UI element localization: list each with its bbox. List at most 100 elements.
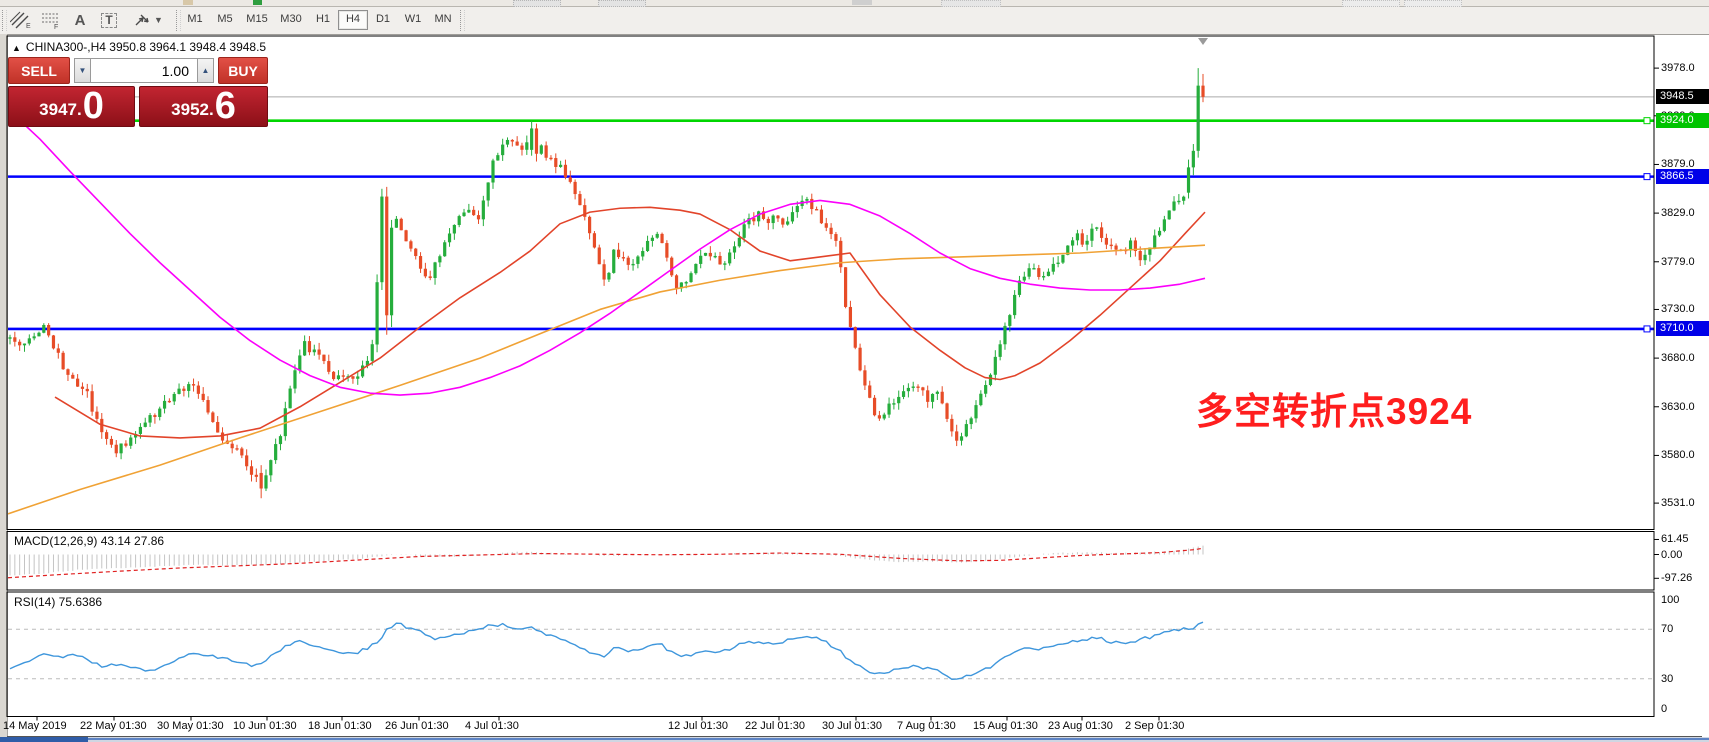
candle-body — [206, 400, 210, 413]
timeframe-button-m1[interactable]: M1 — [187, 13, 203, 25]
candle-body — [438, 256, 442, 263]
candle-body — [1167, 210, 1171, 220]
buy-button[interactable]: BUY — [218, 57, 268, 84]
text-label-icon[interactable]: A — [74, 11, 86, 29]
candle-body — [42, 324, 46, 333]
candle-body — [530, 128, 534, 150]
toolbar-fragment — [941, 0, 1001, 7]
candle-body — [660, 233, 664, 244]
candle-body — [476, 215, 481, 220]
candle-body — [631, 263, 635, 266]
candle-body — [399, 218, 403, 231]
candle-body — [993, 356, 997, 375]
volume-increase-button[interactable]: ▲ — [197, 58, 214, 83]
candle-body — [650, 237, 654, 241]
volume-input[interactable] — [91, 58, 197, 83]
timeframe-button-h1[interactable]: H1 — [315, 13, 331, 25]
candle-body — [766, 218, 770, 224]
candle-body — [742, 224, 746, 238]
candle-body — [592, 233, 597, 248]
candle-body — [1008, 315, 1012, 326]
candle-body — [916, 386, 920, 388]
timeframe-button-h4[interactable]: H4 — [338, 10, 368, 30]
timeframe-button-d1[interactable]: D1 — [375, 13, 391, 25]
candle-body — [1085, 240, 1089, 245]
candle-body — [805, 198, 809, 201]
timeframe-button-m30[interactable]: M30 — [280, 13, 302, 25]
equidistant-channel-icon[interactable]: E — [8, 9, 34, 31]
candle-body — [37, 332, 41, 337]
candle-body — [1182, 196, 1186, 201]
text-icon[interactable]: T — [97, 9, 121, 31]
candle-body — [863, 370, 867, 386]
candle-body — [1061, 254, 1065, 263]
window-bottom-strip — [0, 737, 1709, 742]
timeframe-button-m15[interactable]: M15 — [246, 13, 268, 25]
candle-body — [549, 157, 553, 160]
candle-body — [196, 385, 200, 394]
toolbar-grip[interactable] — [2, 10, 7, 31]
sell-price-small: 3947. — [39, 100, 82, 119]
price-tick-label: 3531.0 — [1661, 497, 1695, 510]
time-tick-label: 30 May 01:30 — [157, 720, 224, 732]
sell-button[interactable]: SELL — [8, 57, 70, 84]
sell-price-big-digit: 0 — [82, 85, 104, 127]
candle-body — [211, 412, 215, 422]
toolbar-separator — [176, 10, 181, 31]
price-badge: 3924.0 — [1656, 113, 1709, 129]
fibonacci-icon[interactable]: F — [38, 9, 64, 31]
svg-text:F: F — [54, 24, 58, 29]
candle-body — [790, 212, 795, 222]
candle-body — [1172, 201, 1176, 211]
arrows-icon[interactable]: ▼ — [128, 9, 168, 31]
candle-body — [645, 240, 650, 252]
buy-price-box[interactable]: 3952. 6 — [139, 86, 268, 127]
candle-body — [1157, 230, 1162, 236]
candle-body — [689, 273, 693, 283]
candle-body — [602, 264, 606, 280]
candle-body — [703, 252, 708, 256]
candle-body — [472, 209, 476, 216]
level-line-handle[interactable] — [1643, 117, 1651, 125]
candle-body — [1099, 227, 1104, 238]
level-line-handle[interactable] — [1643, 173, 1651, 181]
price-badge: 3948.5 — [1656, 89, 1709, 105]
candle-body — [365, 360, 370, 366]
candle-body — [1153, 235, 1157, 248]
time-tick-label: 22 Jul 01:30 — [745, 720, 805, 732]
candle-body — [674, 275, 679, 289]
svg-text:E: E — [26, 23, 31, 29]
candle-body — [665, 243, 669, 258]
candle-body — [1191, 150, 1195, 168]
ma-slow-magenta — [13, 114, 1206, 396]
candle-body — [1013, 294, 1017, 316]
chart-shift-marker[interactable] — [1198, 38, 1208, 45]
level-line-handle[interactable] — [1643, 325, 1651, 333]
candle-body — [1042, 276, 1046, 278]
candle-body — [90, 391, 94, 412]
rsi-tick-label: 0 — [1661, 702, 1668, 715]
timeframe-button-w1[interactable]: W1 — [404, 13, 422, 25]
candle-body — [1027, 268, 1031, 277]
candle-body — [428, 276, 432, 279]
candle-body — [317, 349, 321, 355]
candle-body — [389, 227, 394, 316]
candle-body — [18, 341, 22, 346]
candle-body — [834, 234, 838, 241]
timeframe-button-mn[interactable]: MN — [434, 13, 452, 25]
pane-border — [6, 591, 1655, 717]
candle-body — [1162, 219, 1166, 231]
sell-price-box[interactable]: 3947. 0 — [8, 86, 135, 127]
candle-body — [375, 282, 379, 345]
timeframe-button-m5[interactable]: M5 — [217, 13, 233, 25]
candle-body — [858, 347, 862, 371]
candle-body — [786, 221, 790, 225]
volume-decrease-button[interactable]: ▼ — [74, 58, 91, 83]
candle-body — [757, 211, 761, 222]
candle-body — [138, 426, 143, 434]
candle-body — [568, 177, 572, 182]
candle-body — [201, 393, 205, 401]
candle-body — [1017, 280, 1022, 295]
